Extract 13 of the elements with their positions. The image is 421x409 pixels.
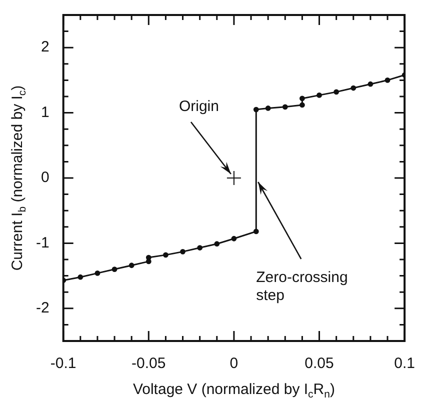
annotation: Zero-crossing step — [256, 269, 348, 304]
y-tick-label: -1 — [36, 234, 50, 252]
y-axis-title: Current Ib (normalized by Ic) — [9, 85, 28, 271]
y-tick-label: -2 — [36, 300, 50, 317]
x-tick-label: -0.1 — [50, 355, 76, 372]
y-tick-label: 1 — [40, 104, 50, 121]
x-tick-label: -0.05 — [132, 355, 166, 372]
annotation: Origin — [178, 98, 219, 116]
x-tick-label: 0.1 — [394, 355, 416, 372]
y-tick-label: 2 — [40, 38, 50, 56]
x-tick-label: 0.05 — [304, 355, 334, 372]
y-tick-label: 0 — [40, 169, 50, 186]
x-tick-label: 0 — [230, 355, 238, 372]
